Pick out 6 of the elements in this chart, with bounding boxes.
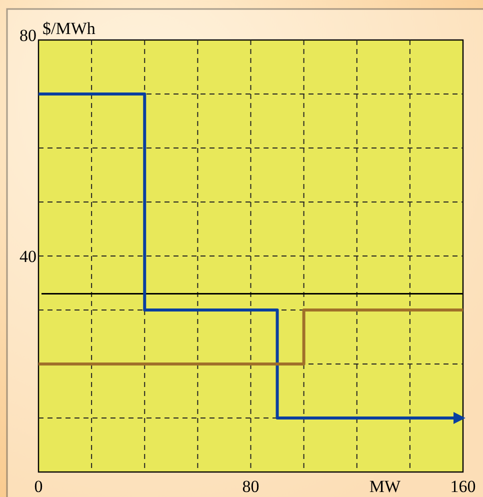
y-tick-label: 40 (20, 247, 36, 266)
y-axis-title: $/MWh (42, 19, 96, 38)
x-axis-title: MW (369, 477, 402, 496)
x-tick-label: 0 (34, 477, 43, 496)
x-tick-label: 80 (242, 477, 260, 496)
x-tick-label: 160 (450, 477, 476, 496)
